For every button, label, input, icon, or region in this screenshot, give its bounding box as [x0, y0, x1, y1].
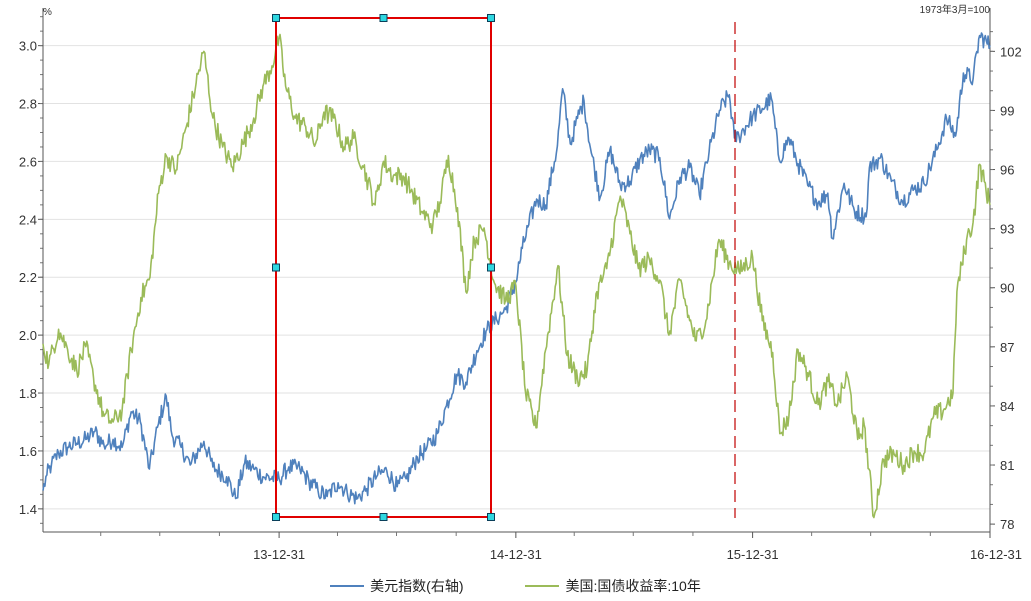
left-tick-label: 2.8 [19, 97, 37, 112]
left-tick-label: 3.0 [19, 39, 37, 54]
axes [38, 8, 995, 538]
left-tick-label: 2.2 [19, 270, 37, 285]
x-axis-tick-labels: 13-12-31 14-12-31 15-12-31 16-12-31 [253, 547, 1022, 562]
left-tick-label: 2.6 [19, 154, 37, 169]
dual-axis-line-chart: % 1973年3月=100 1.4 1.6 1.8 2.0 2.2 2.4 2.6 2.8 3.… [19, 3, 1022, 562]
right-tick-label: 81 [1000, 458, 1014, 473]
annotations[interactable] [272, 14, 736, 521]
left-axis-tick-labels: 1.4 1.6 1.8 2.0 2.2 2.4 2.6 2.8 3.0 [19, 39, 37, 517]
left-tick-label: 1.4 [19, 502, 37, 517]
left-tick-label: 1.8 [19, 386, 37, 401]
right-axis-tick-labels: 78 81 84 87 90 93 96 99 102 [1000, 44, 1022, 532]
resize-handle[interactable] [272, 14, 280, 22]
x-tick-label: 16-12-31 [970, 547, 1022, 562]
x-tick-label: 15-12-31 [727, 547, 779, 562]
resize-handle[interactable] [379, 14, 388, 22]
resize-handle[interactable] [487, 263, 495, 272]
right-axis-unit: 1973年3月=100 [920, 3, 991, 16]
selection-rectangle[interactable] [275, 17, 492, 518]
x-tick-label: 13-12-31 [253, 547, 305, 562]
resize-handle[interactable] [487, 14, 495, 22]
legend-item-treasury-yield[interactable]: 美国:国债收益率:10年 [525, 576, 701, 596]
dollar-index-line [42, 32, 991, 505]
left-tick-label: 2.4 [19, 212, 37, 227]
right-tick-label: 87 [1000, 340, 1014, 355]
resize-handle[interactable] [379, 513, 388, 521]
right-tick-label: 78 [1000, 517, 1014, 532]
right-tick-label: 90 [1000, 281, 1014, 296]
right-tick-label: 102 [1000, 44, 1022, 59]
treasury-yield-line [42, 33, 991, 519]
right-tick-label: 99 [1000, 103, 1014, 118]
legend-swatch-treasury-yield [525, 585, 560, 587]
legend-label-dollar-index: 美元指数(右轴) [370, 578, 464, 594]
chart-legend: 美元指数(右轴) 美国:国债收益率:10年 [0, 574, 1031, 598]
x-tick-label: 14-12-31 [490, 547, 542, 562]
left-tick-label: 2.0 [19, 328, 37, 343]
legend-item-dollar-index[interactable]: 美元指数(右轴) [330, 576, 463, 596]
legend-swatch-dollar-index [330, 585, 365, 587]
legend-label-treasury-yield: 美国:国债收益率:10年 [565, 578, 701, 594]
left-axis-unit: % [43, 7, 52, 18]
right-tick-label: 96 [1000, 163, 1014, 178]
resize-handle[interactable] [487, 513, 495, 521]
left-tick-label: 1.6 [19, 444, 37, 459]
resize-handle[interactable] [272, 263, 280, 272]
right-tick-label: 84 [1000, 399, 1014, 414]
right-tick-label: 93 [1000, 222, 1014, 237]
resize-handle[interactable] [272, 513, 280, 521]
series-lines [42, 32, 991, 519]
